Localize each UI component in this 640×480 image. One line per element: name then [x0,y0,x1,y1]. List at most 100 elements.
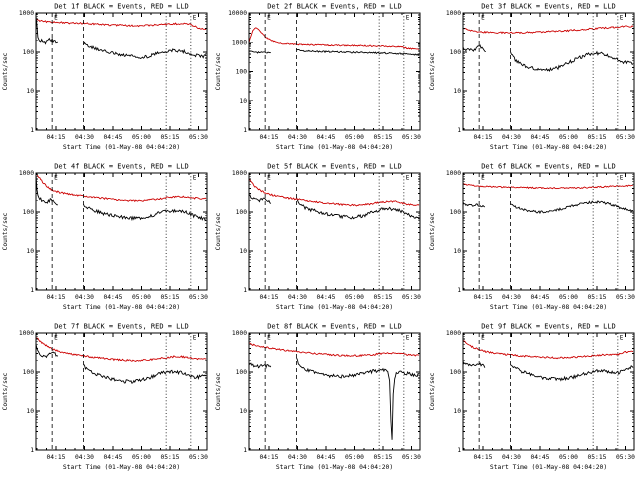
panel-title: Det 4f BLACK = Events, RED = LLD [54,163,189,171]
y-tick-label: 1000 [446,170,461,177]
y-axis-label: Counts/sec [2,372,9,410]
y-tick-label: 1000 [232,39,247,46]
chart-panel-8: 04:15 04:30 04:45 05:00 05:15 05:30 1 10 100 1000… [215,323,421,471]
x-tick-label: 04:15 [46,134,65,141]
plot-frame [462,172,635,291]
event-flag: E [481,15,485,22]
x-tick-label: 04:30 [288,134,307,141]
lld-series [35,337,207,362]
y-tick-label: 1000 [446,10,461,17]
x-axis-label: Start Time (01-May-08 04:04:20) [63,464,180,471]
x-tick-label: 05:00 [132,454,151,461]
event-flag: E [193,335,197,342]
x-axis-label: Start Time (01-May-08 04:04:20) [63,144,180,151]
y-tick-label: 100 [23,49,35,56]
events-series [296,197,420,220]
y-axis-label: Counts/sec [429,52,436,90]
events-series [509,200,633,215]
chart-panel-9: 04:15 04:30 04:45 05:00 05:15 05:30 1 10 100 1000… [429,323,635,471]
plot-frame [248,172,421,291]
x-tick-label: 05:30 [189,134,208,141]
x-tick-label: 05:30 [402,294,421,301]
y-tick-label: 100 [23,209,35,216]
x-tick-label: 05:15 [160,134,179,141]
y-tick-label: 100 [449,49,461,56]
x-tick-label: 05:30 [402,134,421,141]
event-flag: E [619,335,623,342]
plot-frame [35,12,208,131]
x-axis-label: Start Time (01-May-08 04:04:20) [276,464,393,471]
x-tick-label: 04:45 [103,134,122,141]
y-tick-label: 10 [26,88,34,95]
event-flag: E [193,175,197,182]
y-tick-label: 1000 [232,170,247,177]
events-series [83,204,207,222]
x-tick-label: 05:00 [559,454,578,461]
event-flag: E [406,175,410,182]
x-axis-label: Start Time (01-May-08 04:04:20) [490,464,607,471]
events-series [83,364,207,384]
y-tick-label: 1 [244,287,248,294]
events-series [509,50,633,73]
y-tick-label: 10 [26,408,34,415]
plot-frame [248,332,421,451]
lld-series [35,173,207,203]
y-tick-label: 1000 [446,330,461,337]
y-tick-label: 1000 [19,170,34,177]
x-tick-label: 04:45 [317,294,336,301]
y-axis-label: Counts/sec [2,212,9,250]
x-tick-label: 05:30 [616,294,635,301]
lld-series [462,183,633,190]
x-tick-label: 05:00 [345,454,364,461]
y-axis-label: Counts/sec [2,52,9,90]
event-flag: E [406,335,410,342]
y-tick-label: 100 [23,369,35,376]
plot-frame [462,332,635,451]
x-axis-label: Start Time (01-May-08 04:04:20) [63,304,180,311]
y-tick-label: 1 [30,287,34,294]
events-series [35,15,59,45]
x-tick-label: 04:30 [75,294,94,301]
chart-panel-1: 04:15 04:30 04:45 05:00 05:15 05:30 1 10 100 1000… [2,3,208,151]
event-flag: E [481,335,485,342]
chart-panel-2: 04:15 04:30 04:45 05:00 05:15 05:30 1 10 100 1000… [215,3,421,151]
x-tick-label: 05:00 [559,134,578,141]
y-tick-label: 100 [236,209,248,216]
y-axis-label: Counts/sec [429,212,436,250]
chart-panel-4: 04:15 04:30 04:45 05:00 05:15 05:30 1 10 100 1000… [2,163,208,311]
y-tick-label: 10 [240,248,248,255]
y-tick-label: 10 [26,248,34,255]
x-tick-label: 05:30 [189,454,208,461]
events-series [510,364,634,382]
events-series [462,44,486,52]
x-tick-label: 04:15 [260,454,279,461]
x-tick-label: 05:00 [345,134,364,141]
panel-title: Det 5f BLACK = Events, RED = LLD [268,163,403,171]
y-tick-label: 10 [453,88,461,95]
x-tick-label: 05:15 [374,294,393,301]
x-tick-label: 04:15 [260,294,279,301]
event-flag: E [267,175,271,182]
event-flag: E [619,175,623,182]
x-tick-label: 05:00 [132,294,151,301]
lld-series [249,179,420,207]
x-tick-label: 04:15 [473,134,492,141]
x-tick-label: 04:15 [260,134,279,141]
y-axis-label: Counts/sec [215,372,222,410]
x-tick-label: 04:30 [502,454,521,461]
x-tick-label: 04:15 [473,294,492,301]
x-tick-label: 04:15 [46,294,65,301]
x-tick-label: 04:45 [317,454,336,461]
x-tick-label: 05:00 [345,294,364,301]
y-tick-label: 10 [240,98,248,105]
x-tick-label: 05:15 [587,134,606,141]
y-tick-label: 100 [236,69,248,76]
panel-title: Det 6f BLACK = Events, RED = LLD [481,163,616,171]
lld-series [249,27,420,50]
events-series [35,174,58,206]
y-axis-label: Counts/sec [215,212,222,250]
chart-panel-5: 04:15 04:30 04:45 05:00 05:15 05:30 1 10 100 1000… [215,163,421,311]
y-axis-label: Counts/sec [215,52,222,90]
events-series [249,50,272,54]
